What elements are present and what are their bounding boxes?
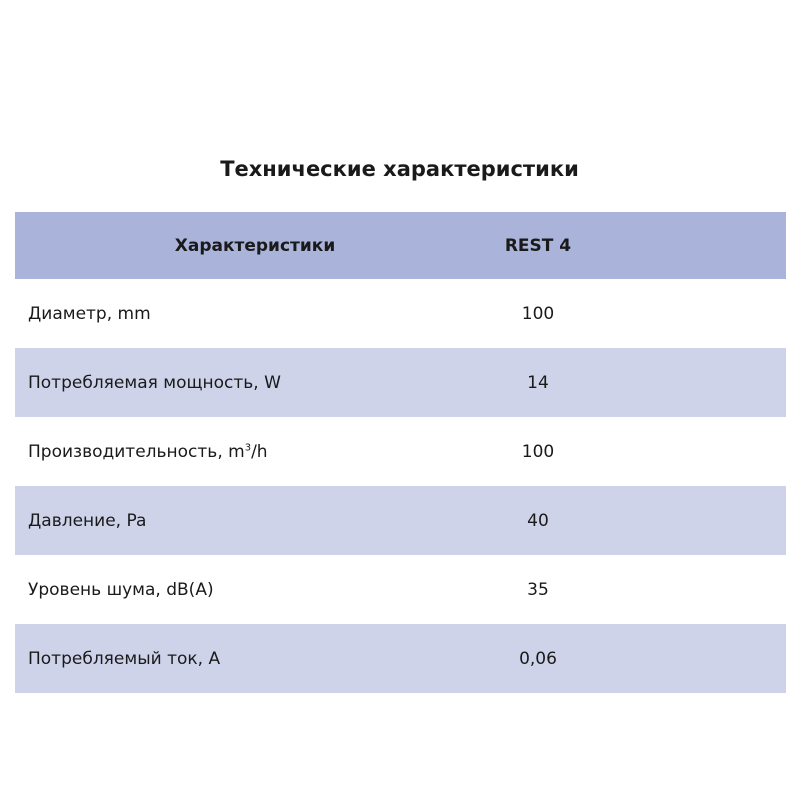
row-label: Уровень шума, dB(A) bbox=[28, 579, 214, 600]
header-model: REST 4 bbox=[504, 235, 572, 256]
row-label: Производительность, m3/h bbox=[15, 442, 480, 462]
table-row: Уровень шума, dB(A) 35 bbox=[15, 555, 786, 624]
label-suffix: /h bbox=[251, 441, 268, 462]
label-sup: 3 bbox=[244, 441, 252, 453]
row-value: 0,06 bbox=[519, 648, 557, 669]
table-row: Давление, Pa 40 bbox=[15, 486, 786, 555]
row-value: 100 bbox=[521, 303, 555, 324]
table-row: Диаметр, mm 100 bbox=[15, 279, 786, 348]
row-label: Потребляемый ток, A bbox=[28, 648, 221, 669]
specs-table: Характеристики REST 4 Диаметр, mm 100 По… bbox=[15, 212, 786, 693]
row-label: Диаметр, mm bbox=[28, 303, 151, 324]
table-row: Потребляемая мощность, W 14 bbox=[15, 348, 786, 417]
row-value: 35 bbox=[527, 579, 549, 600]
label-text: Производительность, m bbox=[28, 441, 245, 462]
header-characteristics: Характеристики bbox=[174, 235, 336, 256]
table-row: Производительность, m3/h 100 bbox=[15, 417, 786, 486]
row-label: Давление, Pa bbox=[28, 510, 147, 531]
row-value: 14 bbox=[527, 372, 549, 393]
table-row: Потребляемый ток, A 0,06 bbox=[15, 624, 786, 693]
table-header: Характеристики REST 4 bbox=[15, 212, 786, 279]
row-value: 40 bbox=[527, 510, 549, 531]
row-value: 100 bbox=[521, 441, 555, 462]
row-label: Потребляемая мощность, W bbox=[28, 372, 281, 393]
page-title: Технические характеристики bbox=[220, 157, 579, 181]
